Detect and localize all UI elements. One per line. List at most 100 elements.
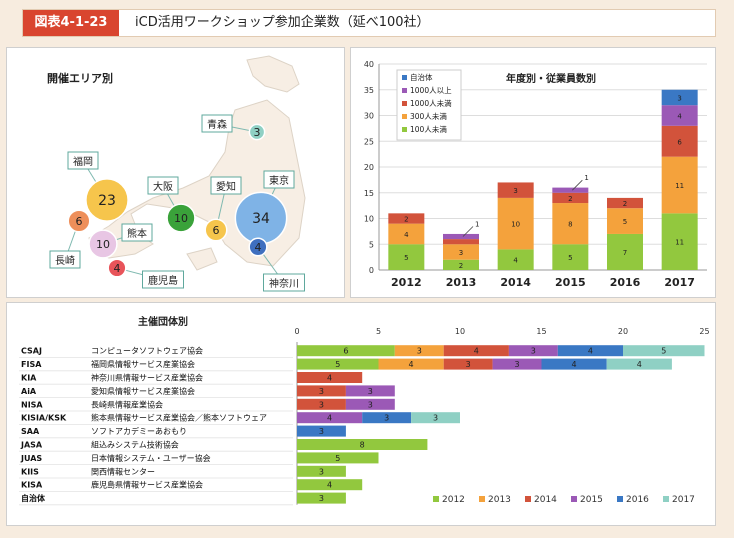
legend-swatch [617,496,623,502]
title-bar: 図表4-1-23 iCD活用ワークショップ参加企業数（延べ100社） [22,9,716,37]
legend-swatch [525,496,531,502]
organizer-abbr: CSAJ [21,347,42,356]
organizer-bar-value: 4 [327,414,332,423]
map-bubbles: 34 東京 23 福岡 10 大阪 10 熊本 6 愛知 6 長崎 4 神奈川 4 鹿児島 3 青森 [49,114,305,292]
year-bar-value: 4 [404,231,409,239]
year-bar-value: 5 [623,218,627,226]
region-count: 3 [254,126,261,139]
year-bar-value: 3 [513,187,517,195]
organizer-bar-value: 4 [409,360,414,369]
organizer-chart-panel: 主催団体別 0 5 10 15 20 25 CSAJ コンピュータソフトウェア協会 6 3 4 3 4 5 F… [6,302,716,526]
organizer-bar-segment [557,345,623,357]
organizer-name: 愛知県情報サービス産業協会 [91,386,195,396]
x-tick-label: 0 [294,327,299,336]
year-bar-value: 7 [623,249,627,257]
organizer-name: 福岡県情報サービス産業協会 [91,359,195,369]
organizer-abbr: KIA [21,374,37,383]
year-bar-value: 11 [675,182,684,190]
organizer-name: 長崎県情報産業協会 [91,399,163,409]
year-bar-segment [443,233,479,240]
organizer-abbr: KISIA/KSK [21,414,67,423]
region-label: 熊本 [127,227,147,240]
organizer-bar-segment [297,412,363,424]
region-label: 東京 [269,174,289,187]
year-bar-value: 6 [677,138,682,146]
x-tick-label: 2013 [446,276,477,289]
region-bubble [166,203,196,233]
organizer-chart-title: 主催団体別 [138,315,188,328]
region-label-box [142,270,184,289]
year-chart-panel: 0 5 10 15 20 25 30 35 40 5 4 2 2012 2 3 1 2013 4 10 3 2014 5 8… [350,47,716,298]
x-tick-label: 2012 [391,276,422,289]
legend-label: 1000人以上 [410,86,452,95]
organizer-bar-value: 4 [474,347,479,356]
y-tick-label: 25 [364,137,374,146]
region-label: 愛知 [216,180,236,193]
legend-label: 2017 [672,495,695,505]
x-tick-label: 25 [699,327,709,336]
callout-value: 1 [475,221,479,229]
y-tick-label: 10 [364,215,374,224]
organizer-name: 組込みシステム技術協会 [91,440,179,450]
year-bar-segment [443,244,479,260]
region-label-box [210,176,242,195]
organizer-bar-value: 3 [319,467,324,476]
y-tick-label: 5 [369,240,374,249]
region-bubble [107,258,127,278]
organizer-name: ソフトアカデミーあおもり [91,426,187,436]
year-bar-segment [661,89,698,106]
legend-label: 2013 [488,495,511,505]
organizer-bar-segment [345,385,395,397]
year-bar-segment [443,259,479,270]
year-bar-value: 3 [459,249,463,257]
organizer-bar-segment [297,358,379,370]
x-tick-label: 10 [455,327,465,336]
year-bar-segment [607,233,643,270]
year-bar-value: 11 [675,239,684,247]
organizer-bar-value: 3 [417,347,422,356]
organizer-bar-segment [394,345,444,357]
region-count: 4 [114,262,121,275]
region-bubble [88,229,118,259]
year-bar-segment [388,223,425,245]
organizer-bar-segment [297,452,379,464]
year-bar-segment [552,187,589,193]
x-tick-label: 5 [376,327,381,336]
region-bubble [204,218,228,242]
year-bar-segment [497,197,534,250]
organizer-bar-value: 3 [433,414,438,423]
year-bar-value: 2 [404,216,408,224]
year-bar-segment [388,213,425,224]
year-bar-value: 10 [511,221,520,229]
legend-swatch [402,75,407,80]
year-bar-segment [552,244,589,270]
organizer-bar-value: 4 [588,347,593,356]
map-panel: 開催エリア別 34 東京 23 福岡 10 大阪 10 熊本 6 愛知 6 長崎 4 神奈川 4 鹿児島 3 青森 [6,47,345,298]
year-bar-segment [661,156,698,214]
callout-line [462,226,474,237]
year-bar-segment [497,249,534,270]
organizer-abbr: AiA [21,387,37,396]
organizer-bar-segment [378,358,444,370]
organizer-abbr: 自治体 [21,493,46,503]
organizer-bar-segment [443,358,493,370]
year-legend: 自治体 1000人以上 1000人未満 300人未満 100人未満 [396,69,462,141]
legend-box [396,69,462,141]
region-count: 34 [252,211,270,227]
region-label: 青森 [207,118,227,131]
year-bar-value: 2 [568,195,572,203]
organizer-name: 関西情報センター [91,466,155,476]
year-bar-segment [552,203,589,245]
legend-swatch [402,114,407,119]
organizer-bar-value: 3 [368,400,373,409]
organizer-name: 日本情報システム・ユーザー協会 [91,453,211,463]
legend-swatch [479,496,485,502]
organizer-bar-value: 4 [572,360,577,369]
organizer-bar-value: 3 [319,427,324,436]
organizer-bar-value: 3 [319,494,324,503]
organizer-bar-value: 3 [515,360,520,369]
organizer-bar-segment [492,358,542,370]
region-label: 福岡 [73,155,93,168]
organizer-bar-segment [362,412,412,424]
region-bubble [248,123,266,141]
